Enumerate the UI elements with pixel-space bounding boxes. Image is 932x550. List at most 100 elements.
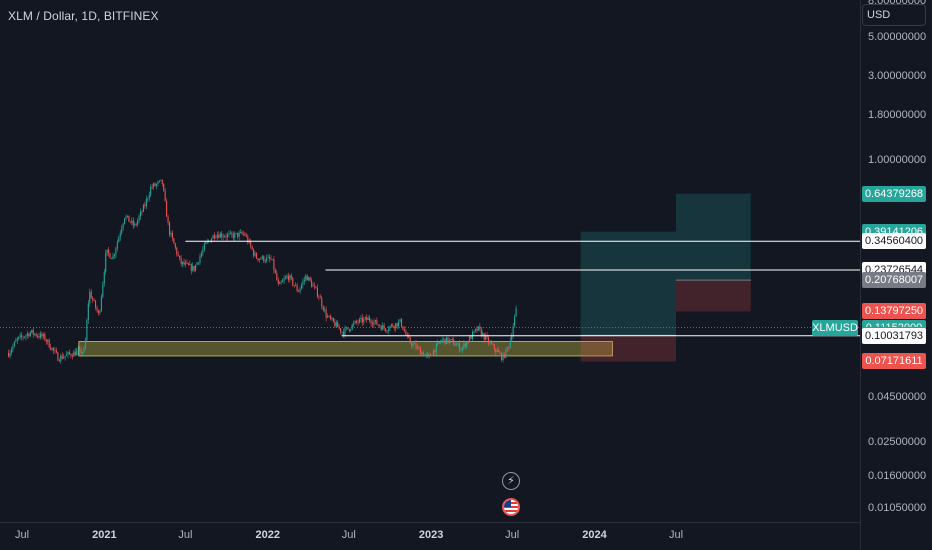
- candle-248: [366, 314, 368, 323]
- price-label: 0.34560400: [862, 233, 926, 250]
- candle-71: [109, 252, 111, 259]
- candle-256: [377, 324, 379, 327]
- candle-144: [215, 234, 217, 240]
- candle-13: [25, 334, 27, 341]
- candle-5: [13, 340, 15, 348]
- candle-332: [487, 334, 490, 346]
- candle-215: [318, 294, 320, 301]
- candle-235: [347, 327, 349, 330]
- candle-171: [254, 251, 256, 258]
- candle-106: [160, 179, 162, 182]
- candle-326: [479, 323, 481, 332]
- candle-77: [118, 235, 120, 243]
- currency-selector[interactable]: USD: [862, 4, 926, 26]
- candle-290: [427, 351, 429, 359]
- us-flag-icon[interactable]: [502, 498, 520, 516]
- candle-150: [224, 234, 226, 238]
- candle-305: [448, 337, 450, 345]
- time-tick: 2023: [418, 529, 444, 541]
- price-tick: 0.02500000: [868, 435, 927, 448]
- candle-185: [274, 267, 276, 274]
- candle-62: [96, 305, 98, 313]
- candle-220: [325, 305, 327, 322]
- price-tick: 8.00000000: [868, 0, 927, 8]
- candle-119: [179, 255, 181, 261]
- candle-315: [463, 339, 465, 351]
- candle-8: [18, 336, 20, 341]
- candle-258: [380, 324, 382, 332]
- candle-89: [135, 222, 137, 227]
- candle-160: [238, 230, 240, 241]
- candle-129: [193, 265, 195, 273]
- candle-24: [41, 331, 43, 340]
- candle-210: [311, 277, 313, 288]
- candle-225: [332, 317, 334, 323]
- candle-274: [403, 326, 405, 332]
- candle-177: [263, 255, 265, 263]
- candle-206: [305, 273, 307, 282]
- time-axis-separator: [0, 522, 860, 523]
- candle-268: [395, 322, 397, 332]
- candle-7: [16, 336, 18, 345]
- candle-188: [279, 281, 281, 284]
- lightning-icon[interactable]: ⚡: [502, 472, 520, 490]
- lines-layer: [0, 240, 860, 337]
- candle-196: [290, 273, 292, 281]
- candle-265: [390, 323, 392, 328]
- candle-100: [151, 183, 153, 190]
- position-2-profit-zone: [676, 193, 751, 281]
- candle-47: [74, 348, 76, 356]
- candle-252: [371, 319, 374, 328]
- candle-189: [280, 280, 282, 285]
- candle-34: [55, 347, 57, 354]
- candle-243: [358, 317, 361, 324]
- candle-231: [341, 331, 343, 336]
- candle-269: [396, 322, 398, 330]
- candle-54: [84, 337, 86, 350]
- candle-323: [474, 328, 477, 333]
- candle-307: [451, 337, 453, 341]
- price-tick: 0.04500000: [868, 391, 927, 403]
- candle-298: [438, 341, 440, 344]
- candle-324: [476, 325, 478, 334]
- candle-108: [163, 183, 165, 192]
- candle-183: [271, 259, 274, 261]
- candle-91: [138, 213, 140, 224]
- candle-104: [157, 180, 159, 187]
- candle-272: [400, 317, 403, 328]
- candle-11: [22, 335, 24, 341]
- candle-37: [60, 353, 62, 364]
- candle-98: [148, 191, 150, 202]
- time-tick: Jul: [341, 529, 356, 541]
- candle-103: [155, 183, 158, 190]
- candle-21: [37, 333, 39, 339]
- candle-181: [269, 254, 271, 263]
- candle-120: [180, 254, 182, 267]
- price-label: 0.10031793: [862, 327, 926, 344]
- candle-166: [247, 234, 249, 245]
- candle-133: [199, 253, 201, 266]
- candle-161: [240, 228, 242, 234]
- candle-304: [447, 337, 449, 345]
- candle-68: [105, 249, 107, 275]
- candle-287: [422, 350, 424, 357]
- candle-50: [79, 346, 81, 352]
- candle-212: [313, 282, 316, 290]
- price-tick: 1.80000000: [868, 109, 927, 122]
- candle-155: [231, 231, 233, 238]
- candle-110: [166, 198, 168, 217]
- candle-93: [141, 209, 143, 216]
- candle-124: [186, 259, 188, 264]
- candle-229: [338, 324, 340, 330]
- candle-239: [353, 320, 355, 328]
- candle-334: [490, 339, 492, 345]
- candle-59: [92, 296, 94, 303]
- price-tick: 1.00000000: [868, 154, 927, 166]
- candle-221: [327, 313, 329, 319]
- candle-294: [432, 347, 434, 357]
- candle-127: [190, 263, 192, 275]
- candle-266: [392, 323, 394, 328]
- ticker-label: XLMUSD: [812, 319, 858, 336]
- candle-14: [26, 330, 28, 339]
